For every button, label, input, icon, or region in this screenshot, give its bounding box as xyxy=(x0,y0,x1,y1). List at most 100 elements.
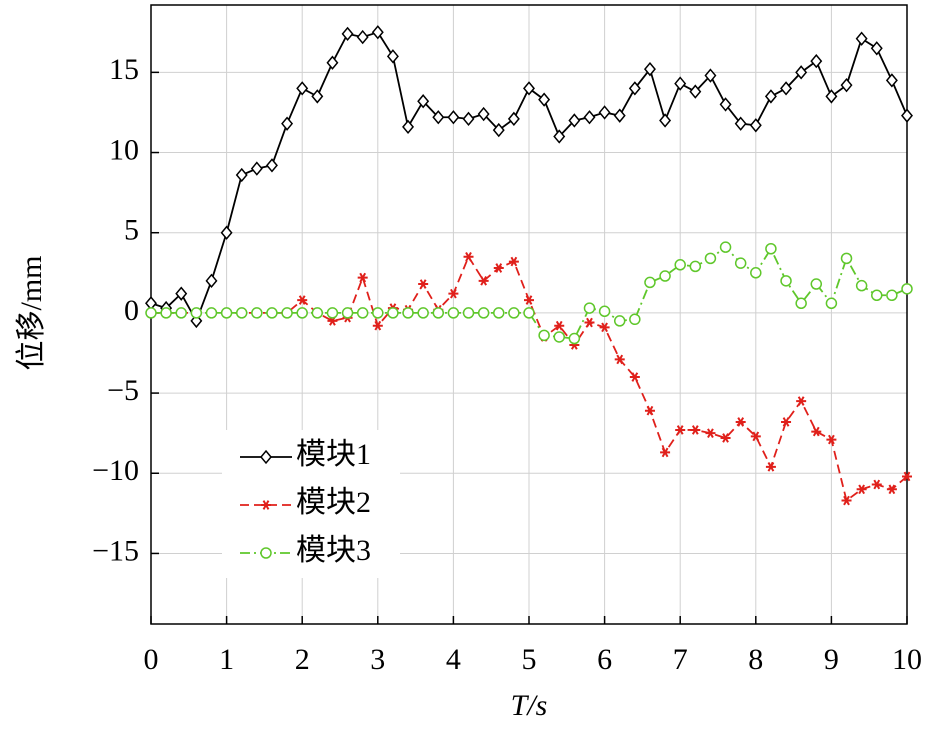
legend-box xyxy=(222,430,400,578)
marker xyxy=(735,417,746,427)
marker xyxy=(765,243,777,255)
marker xyxy=(598,305,611,318)
marker xyxy=(507,111,520,127)
x-tick-label: 9 xyxy=(824,643,839,676)
marker xyxy=(326,55,339,70)
x-tick-label: 3 xyxy=(370,643,385,676)
marker xyxy=(175,307,187,319)
marker xyxy=(780,275,792,287)
marker xyxy=(901,283,913,295)
x-tick-label: 7 xyxy=(673,643,688,676)
marker xyxy=(372,307,384,319)
marker xyxy=(297,295,308,305)
marker xyxy=(705,428,716,438)
marker xyxy=(235,307,248,319)
marker xyxy=(524,295,534,305)
marker xyxy=(720,433,731,443)
y-axis-label: 位移/mm xyxy=(15,255,48,370)
marker xyxy=(553,129,566,144)
marker xyxy=(357,272,368,283)
marker xyxy=(780,81,793,96)
marker xyxy=(477,106,490,122)
marker xyxy=(554,320,565,331)
marker xyxy=(538,92,551,107)
marker xyxy=(871,289,883,302)
marker xyxy=(493,307,505,319)
marker xyxy=(493,263,504,273)
marker xyxy=(220,307,233,319)
marker xyxy=(886,289,898,302)
marker xyxy=(417,94,430,109)
y-tick-label: −15 xyxy=(92,534,139,567)
marker xyxy=(281,307,293,319)
x-tick-label: 2 xyxy=(295,643,310,676)
marker xyxy=(749,118,762,133)
marker xyxy=(629,313,641,326)
marker xyxy=(659,113,672,128)
marker xyxy=(719,241,732,253)
marker xyxy=(856,484,867,495)
marker xyxy=(523,81,535,96)
y-tick-label: 10 xyxy=(109,133,139,166)
x-tick-label: 10 xyxy=(892,643,922,676)
marker xyxy=(599,322,610,333)
marker xyxy=(341,307,354,319)
legend-label: 模块1 xyxy=(296,438,371,471)
marker xyxy=(220,225,233,240)
marker xyxy=(492,122,505,138)
y-tick-label: −5 xyxy=(107,374,139,407)
marker xyxy=(462,307,475,319)
marker xyxy=(781,417,792,427)
marker xyxy=(644,405,655,416)
legend-label: 模块2 xyxy=(296,486,371,519)
marker xyxy=(613,315,626,327)
marker xyxy=(674,259,686,271)
marker xyxy=(750,267,762,279)
marker xyxy=(886,484,897,495)
marker xyxy=(660,447,671,458)
marker xyxy=(356,307,369,319)
marker xyxy=(371,25,384,40)
marker xyxy=(175,286,188,301)
marker xyxy=(386,49,399,64)
marker xyxy=(840,78,853,93)
y-tick-label: 15 xyxy=(109,53,139,86)
marker xyxy=(704,252,717,265)
marker xyxy=(659,270,671,282)
marker xyxy=(885,73,898,88)
y-tick-label: 0 xyxy=(124,294,139,327)
marker xyxy=(447,307,460,319)
marker xyxy=(704,68,717,83)
marker xyxy=(689,84,702,99)
x-axis-label: T/s xyxy=(511,689,548,722)
marker xyxy=(538,329,550,342)
x-tick-label: 8 xyxy=(748,643,763,676)
marker xyxy=(341,26,354,42)
marker xyxy=(296,81,309,96)
marker xyxy=(643,61,656,77)
marker xyxy=(765,462,776,472)
marker xyxy=(478,275,489,286)
marker xyxy=(734,257,747,269)
marker xyxy=(583,110,596,125)
y-tick-label: −10 xyxy=(92,454,139,487)
x-tick-label: 1 xyxy=(219,643,234,676)
marker xyxy=(160,307,172,319)
marker xyxy=(463,251,474,262)
marker xyxy=(553,331,565,343)
marker xyxy=(296,307,308,319)
marker xyxy=(326,307,339,319)
marker xyxy=(855,31,868,46)
marker xyxy=(235,167,248,183)
legend-label: 模块3 xyxy=(296,534,371,567)
marker xyxy=(690,425,701,435)
marker xyxy=(447,110,460,125)
marker xyxy=(266,307,278,319)
marker xyxy=(251,307,263,319)
marker xyxy=(432,110,445,125)
marker xyxy=(613,108,626,123)
marker xyxy=(841,495,852,506)
marker xyxy=(356,29,369,45)
y-tick-label: 5 xyxy=(124,214,139,247)
